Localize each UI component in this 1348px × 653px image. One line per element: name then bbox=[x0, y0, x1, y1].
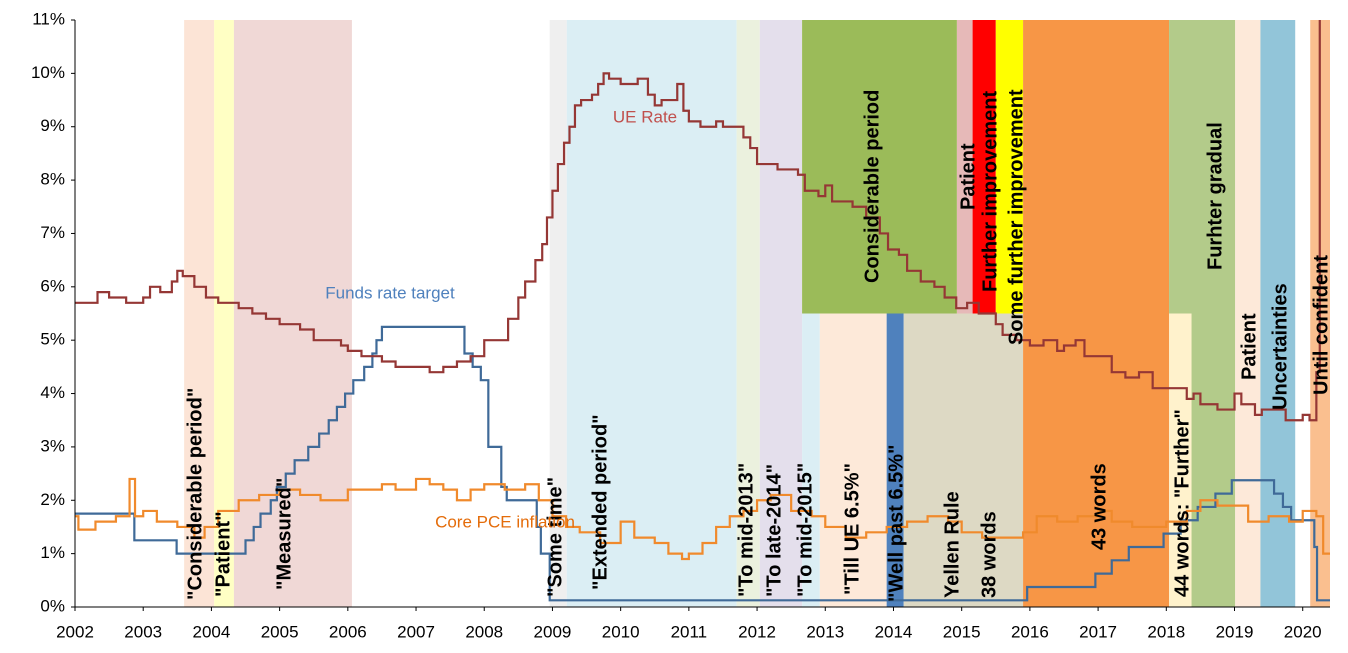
annotation-label: Until confident bbox=[1310, 255, 1332, 395]
annotation-band bbox=[886, 313, 904, 607]
annotation-label: Yellen Rule bbox=[941, 491, 963, 598]
series-label: UE Rate bbox=[613, 107, 677, 126]
y-tick-label: 7% bbox=[40, 223, 65, 242]
x-tick-label: 2007 bbox=[397, 622, 435, 641]
y-tick-label: 11% bbox=[32, 9, 65, 28]
annotation-label: Further improvement bbox=[979, 91, 1001, 292]
y-tick-label: 0% bbox=[40, 596, 65, 615]
annotation-band bbox=[1260, 20, 1296, 607]
annotation-band bbox=[995, 20, 1024, 314]
axes: 0% 1% 2% 3% 4% 5% 6% 7% 8% 9% 10% 11% 2002 2003 2004 20… bbox=[31, 9, 1330, 641]
annotation-band bbox=[184, 20, 215, 607]
annotation-label: "Measured" bbox=[273, 478, 295, 590]
y-tick-label: 9% bbox=[40, 116, 65, 135]
annotation-label: Some further improvement bbox=[1005, 89, 1027, 345]
x-tick-label: 2017 bbox=[1079, 622, 1117, 641]
x-tick-label: 2004 bbox=[192, 622, 230, 641]
x-tick-label: 2016 bbox=[1011, 622, 1049, 641]
annotation-label: 44 words: "Further" bbox=[1171, 409, 1193, 597]
series-line bbox=[75, 20, 1321, 422]
labels: "Considerable period" "Patient" "Measured"… bbox=[184, 89, 1332, 602]
x-tick-label: 2018 bbox=[1147, 622, 1185, 641]
x-tick-label: 2005 bbox=[261, 622, 299, 641]
annotation-label: Considerable period bbox=[861, 90, 883, 283]
annotation-label: Uncertainties bbox=[1269, 283, 1291, 410]
y-tick-label: 5% bbox=[40, 330, 65, 349]
annotation-band bbox=[819, 313, 887, 607]
annotation-label: "Extended period" bbox=[589, 414, 611, 590]
series-label: Core PCE inflation bbox=[435, 512, 575, 531]
x-tick-label: 2011 bbox=[671, 622, 708, 641]
annotation-label: "Well past 6.5%" bbox=[885, 444, 907, 602]
annotation-label: Patient bbox=[1238, 313, 1260, 380]
annotation-label: "Till UE 6.5%" bbox=[841, 463, 863, 595]
annotation-label: "Patient" bbox=[212, 511, 234, 597]
series-line bbox=[75, 325, 1330, 602]
annotation-label: Furhter gradual bbox=[1204, 122, 1226, 270]
y-tick-label: 6% bbox=[40, 276, 65, 295]
annotation-label: "To mid-2013" bbox=[735, 463, 757, 597]
x-tick-label: 2012 bbox=[738, 622, 776, 641]
x-tick-label: 2003 bbox=[124, 622, 162, 641]
annotation-label: "To late-2014" bbox=[763, 464, 785, 597]
annotation-label: Patient bbox=[957, 143, 979, 210]
annotation-label: 43 words bbox=[1088, 463, 1110, 550]
annotation-band bbox=[736, 20, 760, 607]
x-tick-label: 2014 bbox=[875, 622, 913, 641]
annotation-band bbox=[759, 20, 803, 607]
annotation-label: 38 words bbox=[978, 511, 1000, 598]
series-line bbox=[75, 477, 1330, 561]
annotation-band bbox=[549, 20, 567, 607]
y-tick-label: 4% bbox=[40, 383, 65, 402]
x-tick-label: 2013 bbox=[806, 622, 844, 641]
x-tick-label: 2015 bbox=[943, 622, 981, 641]
annotation-label: "Some time" bbox=[544, 477, 566, 597]
series-label: Funds rate target bbox=[325, 283, 455, 302]
annotation-label: "To mid-2015" bbox=[794, 463, 816, 597]
x-tick-label: 2006 bbox=[329, 622, 367, 641]
y-tick-label: 8% bbox=[40, 170, 65, 189]
annotation-band bbox=[1023, 20, 1170, 607]
x-tick-label: 2020 bbox=[1284, 622, 1322, 641]
annotation-band bbox=[956, 20, 973, 314]
y-tick-label: 10% bbox=[31, 63, 65, 82]
y-tick-label: 2% bbox=[40, 490, 65, 509]
x-tick-label: 2008 bbox=[465, 622, 503, 641]
series-lines bbox=[75, 20, 1330, 602]
x-tick-label: 2002 bbox=[56, 622, 94, 641]
annotation-band bbox=[566, 20, 737, 607]
annotation-label: "Considerable period" bbox=[184, 388, 206, 600]
annotation-band bbox=[903, 313, 1024, 607]
annotation-band bbox=[214, 20, 234, 607]
x-tick-label: 2019 bbox=[1216, 622, 1254, 641]
y-tick-label: 3% bbox=[40, 436, 65, 455]
x-tick-label: 2010 bbox=[602, 622, 640, 641]
x-tick-label: 2009 bbox=[534, 622, 572, 641]
annotation-band bbox=[972, 20, 996, 314]
annotation-band bbox=[802, 20, 957, 314]
y-tick-label: 1% bbox=[40, 543, 65, 562]
annotation-band bbox=[802, 313, 820, 607]
